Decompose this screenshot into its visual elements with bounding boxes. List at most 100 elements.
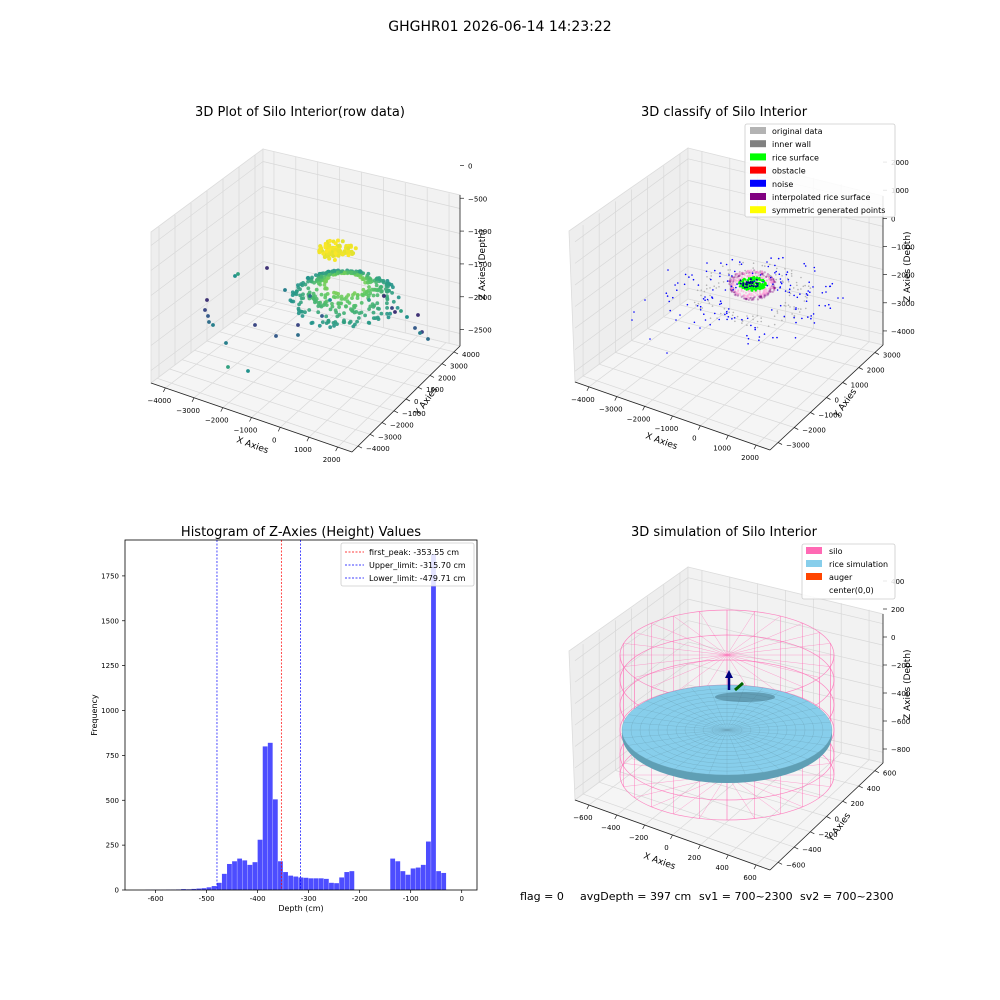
histogram-bar xyxy=(283,872,288,890)
z-tick-label: 0 xyxy=(891,215,895,223)
x-tick-label: 400 xyxy=(716,864,729,872)
histogram-bar xyxy=(344,872,350,890)
raw-data-points xyxy=(203,238,430,373)
y-tick xyxy=(874,352,880,355)
interpolated-point xyxy=(744,297,747,300)
z-tick-label: −1000 xyxy=(891,244,915,252)
original-point xyxy=(707,299,710,302)
interpolated-point xyxy=(756,298,760,301)
z-tick-label: 200 xyxy=(891,606,904,614)
legend-label: auger xyxy=(829,573,853,582)
data-point xyxy=(361,287,366,292)
data-point xyxy=(312,280,316,285)
data-point xyxy=(361,293,365,298)
silo-spoke xyxy=(726,611,755,656)
data-point xyxy=(328,298,332,302)
original-point xyxy=(776,267,778,270)
interpolated-point xyxy=(763,296,766,299)
rice-surface-point xyxy=(747,277,751,280)
y-tick-label: 2000 xyxy=(438,374,456,382)
original-point xyxy=(741,322,743,324)
noise-point xyxy=(746,334,748,337)
y-tick-label: −2000 xyxy=(802,427,826,435)
symmetric-point xyxy=(745,291,747,294)
x-tick-label: −1000 xyxy=(655,425,679,433)
y-tick-label: 3000 xyxy=(883,352,901,360)
rice-surface-point xyxy=(747,279,750,282)
histogram-bar xyxy=(308,878,314,890)
interpolated-point xyxy=(734,294,737,297)
simulation-legend: silo rice simulation auger center(0,0) xyxy=(801,543,896,600)
data-point xyxy=(333,308,338,313)
original-point xyxy=(706,288,708,290)
noise-point xyxy=(837,297,839,299)
noise-point xyxy=(676,289,678,292)
data-point xyxy=(339,301,344,306)
noise-point xyxy=(720,302,723,305)
interpolated-point xyxy=(751,297,754,300)
y-tick xyxy=(381,422,387,425)
noise-point xyxy=(686,303,689,306)
y-tick-label: −3000 xyxy=(786,442,810,450)
data-point xyxy=(326,319,331,323)
noise-point xyxy=(706,262,708,264)
data-point xyxy=(296,323,300,327)
x-tick xyxy=(725,854,729,860)
data-point xyxy=(348,243,353,248)
original-point xyxy=(709,317,712,320)
data-point xyxy=(301,296,306,300)
noise-point xyxy=(762,281,764,283)
data-point xyxy=(355,296,360,300)
interpolated-point xyxy=(728,282,731,286)
x-tick-label: -400 xyxy=(250,895,266,903)
x-tick-label: -200 xyxy=(352,895,368,903)
data-point xyxy=(316,281,321,286)
data-point xyxy=(340,252,345,257)
original-point xyxy=(727,272,730,275)
noise-point xyxy=(772,336,774,339)
original-point xyxy=(797,308,800,310)
y-tick xyxy=(858,785,863,789)
noise-point xyxy=(829,307,832,310)
original-point xyxy=(781,275,783,277)
interpolated-point xyxy=(730,290,734,293)
data-point xyxy=(370,287,374,292)
noise-point xyxy=(710,278,712,281)
histogram-bar xyxy=(206,887,212,890)
noise-point xyxy=(719,300,722,303)
y-tick-label: −1000 xyxy=(402,410,426,418)
data-point xyxy=(296,333,300,337)
data-point xyxy=(224,341,228,345)
legend-swatch xyxy=(750,166,766,174)
symmetric-point xyxy=(741,288,743,291)
noise-point xyxy=(649,338,651,340)
noise-point xyxy=(751,281,754,284)
x-tick-label: −200 xyxy=(629,834,648,842)
original-point xyxy=(761,264,764,267)
y-tick-label: −1000 xyxy=(818,412,842,420)
noise-point xyxy=(753,280,756,283)
classify-legend: original data inner wall rice surface obsta… xyxy=(744,123,896,218)
z-tick-label: −800 xyxy=(891,746,910,754)
legend-label: symmetric generated points xyxy=(772,206,885,215)
symmetric-point xyxy=(766,274,769,277)
noise-point xyxy=(810,315,812,317)
histogram-bar xyxy=(323,878,329,890)
symmetric-point xyxy=(743,294,746,296)
original-point xyxy=(804,284,806,287)
noise-point xyxy=(674,284,676,286)
noise-point xyxy=(774,264,776,267)
symmetric-point xyxy=(749,272,752,275)
footer-flag: flag = 0 xyxy=(520,890,564,903)
raw-z-axis-label: Z Axies (Depth) xyxy=(478,229,488,300)
original-point xyxy=(710,275,712,277)
data-point xyxy=(388,311,392,316)
noise-point xyxy=(770,257,772,259)
z-tick-label: 0 xyxy=(468,162,472,170)
z-tick-label: 0 xyxy=(891,634,895,642)
x-tick-label: 1000 xyxy=(713,444,731,452)
original-point xyxy=(809,287,812,289)
histogram-bar xyxy=(349,871,355,890)
noise-point xyxy=(824,305,826,307)
data-point xyxy=(317,323,322,328)
